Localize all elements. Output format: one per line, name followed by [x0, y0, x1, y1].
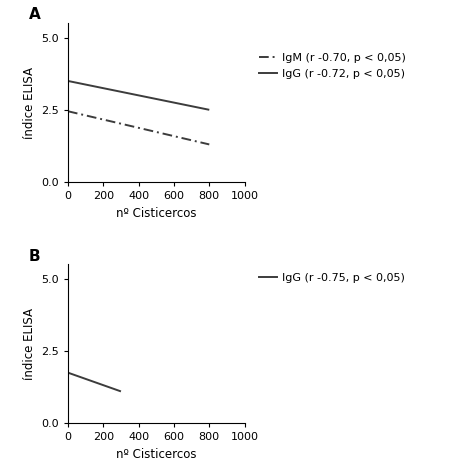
Legend: IgG (r -0.75, p < 0,05): IgG (r -0.75, p < 0,05)	[259, 273, 405, 283]
Text: A: A	[29, 7, 41, 22]
X-axis label: nº Cisticercos: nº Cisticercos	[116, 448, 197, 461]
Text: B: B	[29, 249, 41, 264]
Y-axis label: índice ELISA: índice ELISA	[23, 308, 36, 380]
Legend: IgM (r -0.70, p < 0,05), IgG (r -0.72, p < 0,05): IgM (r -0.70, p < 0,05), IgG (r -0.72, p…	[259, 53, 406, 79]
X-axis label: nº Cisticercos: nº Cisticercos	[116, 206, 197, 219]
Y-axis label: índice ELISA: índice ELISA	[23, 66, 36, 139]
